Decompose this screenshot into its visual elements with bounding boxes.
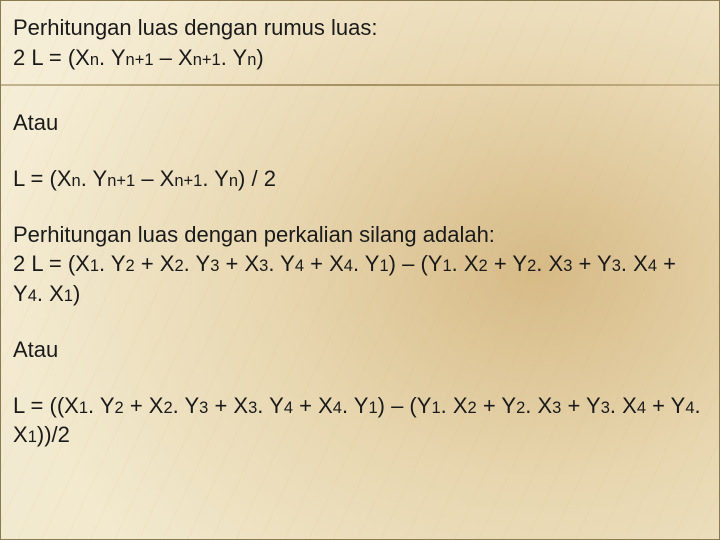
intro-text-2: Perhitungan luas dengan perkalian silang… [13,220,701,309]
atau-2: Atau [13,335,701,365]
formula-L-general: L = (Xn. Yn+1 – Xn+1. Yn) / 2 [13,164,701,194]
slide: Perhitungan luas dengan rumus luas: 2 L … [0,0,720,540]
text-line: Perhitungan luas dengan rumus luas: [13,15,377,40]
title-block: Perhitungan luas dengan rumus luas: 2 L … [13,13,701,86]
atau-1: Atau [13,108,701,138]
formula-L-cross: L = ((X1. Y2 + X2. Y3 + X3. Y4 + X4. Y1)… [13,391,701,450]
intro-text-1: Perhitungan luas dengan rumus luas: 2 L … [13,13,701,72]
text-line: Atau [13,337,58,362]
formula-2L-cross: 2 L = (X1. Y2 + X2. Y3 + X3. Y4 + X4. Y1… [13,251,676,306]
text-line: Perhitungan luas dengan perkalian silang… [13,222,495,247]
formula-2L-general: 2 L = (Xn. Yn+1 – Xn+1. Yn) [13,45,264,70]
text-line: Atau [13,110,58,135]
